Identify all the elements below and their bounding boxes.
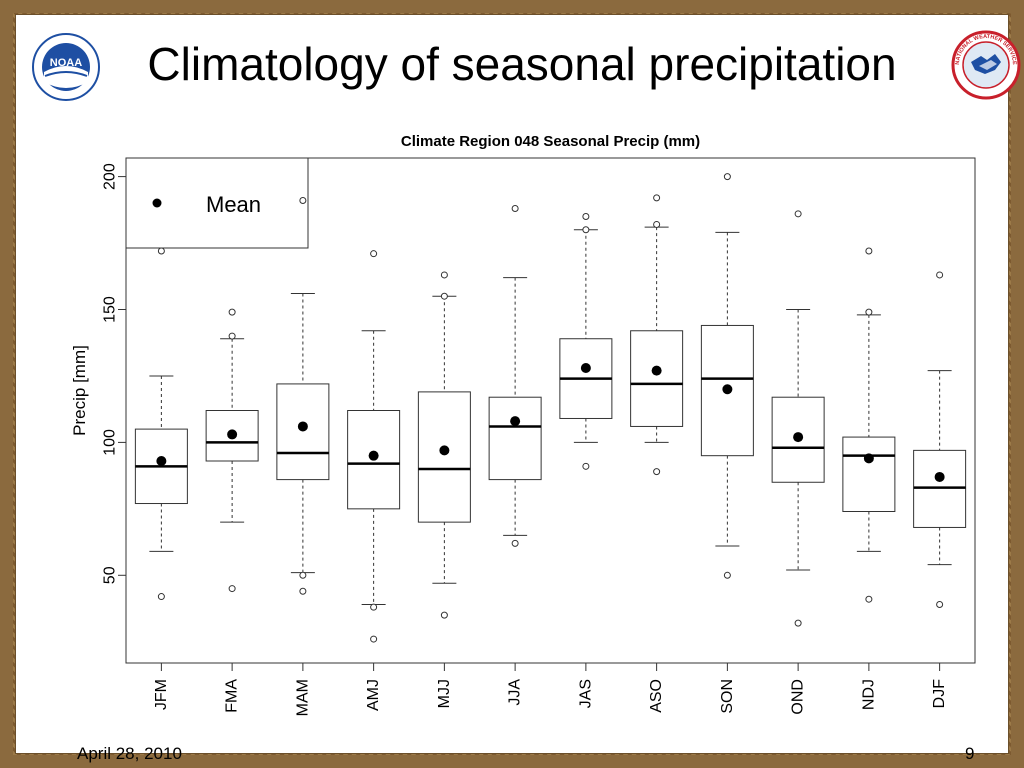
slide: NOAA Climatology of seasonal precipitati… <box>15 14 1021 763</box>
box-jja <box>488 396 542 481</box>
legend-label: Mean <box>206 192 261 217</box>
outlier-point <box>440 271 448 279</box>
outlier-point <box>582 226 590 234</box>
y-tick-label: 100 <box>102 429 119 456</box>
box-aso <box>630 330 684 427</box>
outlier-point <box>511 539 519 547</box>
page-number: 9 <box>965 744 975 763</box>
outlier-point <box>299 197 307 205</box>
x-tick-label: NDJ <box>860 679 877 710</box>
x-tick-label: JJA <box>507 679 524 706</box>
x-tick-label: ASO <box>648 679 665 713</box>
y-axis-label: Precip [mm] <box>70 345 89 436</box>
outlier-point <box>723 571 731 579</box>
x-tick-label: JFM <box>153 679 170 710</box>
mean-point <box>297 421 308 432</box>
legend-mean-marker <box>152 198 162 208</box>
outlier-point <box>299 571 307 579</box>
outlier-point <box>228 585 236 593</box>
outlier-point <box>228 308 236 316</box>
mean-point <box>227 429 238 440</box>
outlier-point <box>723 173 731 181</box>
boxplot-chart: Climate Region 048 Seasonal Precip (mm) 5… <box>70 133 976 716</box>
mean-point <box>156 456 167 466</box>
outlier-point <box>936 601 944 609</box>
outlier-point <box>865 595 873 603</box>
plot-border <box>125 157 976 664</box>
outlier-point <box>653 220 661 228</box>
x-tick-label: MAM <box>294 679 311 716</box>
x-tick-label: FMA <box>224 679 241 713</box>
outlier-point <box>936 271 944 279</box>
outlier-point <box>370 250 378 258</box>
outlier-point <box>370 635 378 643</box>
y-tick-label: 50 <box>102 566 119 584</box>
outlier-point <box>157 247 165 255</box>
mean-point <box>793 432 804 443</box>
outlier-point <box>865 308 873 316</box>
outlier-point <box>440 611 448 619</box>
outlier-point <box>299 587 307 595</box>
outlier-point <box>440 292 448 300</box>
mean-point <box>863 453 874 464</box>
mean-point <box>439 445 450 456</box>
x-tick-label: AMJ <box>365 679 382 711</box>
mean-point <box>510 416 521 427</box>
outlier-point <box>511 205 519 212</box>
outlier-point <box>653 194 661 202</box>
mean-point <box>651 365 662 376</box>
y-tick-label: 150 <box>102 296 119 323</box>
outlier-point <box>794 210 802 218</box>
chart-title: Climate Region 048 Seasonal Precip (mm) <box>401 133 700 150</box>
noaa-logo: NOAA <box>32 33 100 101</box>
mean-point <box>368 450 379 461</box>
x-tick-label: JAS <box>577 679 594 708</box>
footer-date: April 28, 2010 <box>77 744 182 763</box>
mean-point <box>722 384 733 395</box>
outlier-point <box>228 332 236 340</box>
nws-logo: NATIONAL WEATHER SERVICE <box>951 30 1021 100</box>
mean-point <box>580 362 591 373</box>
outlier-point <box>582 462 590 470</box>
outlier-point <box>653 468 661 476</box>
x-tick-label: SON <box>719 679 736 714</box>
outlier-point <box>865 247 873 255</box>
outlier-point <box>794 619 802 627</box>
box-ndj <box>842 436 896 512</box>
y-tick-label: 200 <box>102 163 119 190</box>
outlier-point <box>157 593 165 601</box>
x-tick-label: DJF <box>931 679 948 709</box>
outlier-point <box>370 603 378 611</box>
x-tick-label: MJJ <box>436 679 453 708</box>
box-mjj <box>417 391 471 523</box>
mean-point <box>934 471 945 482</box>
x-tick-label: OND <box>790 679 807 715</box>
box-mam <box>276 383 330 481</box>
outlier-point <box>582 212 590 220</box>
box-djf <box>913 449 967 528</box>
noaa-logo-text: NOAA <box>50 57 82 69</box>
page-title: Climatology of seasonal precipitation <box>147 38 897 90</box>
